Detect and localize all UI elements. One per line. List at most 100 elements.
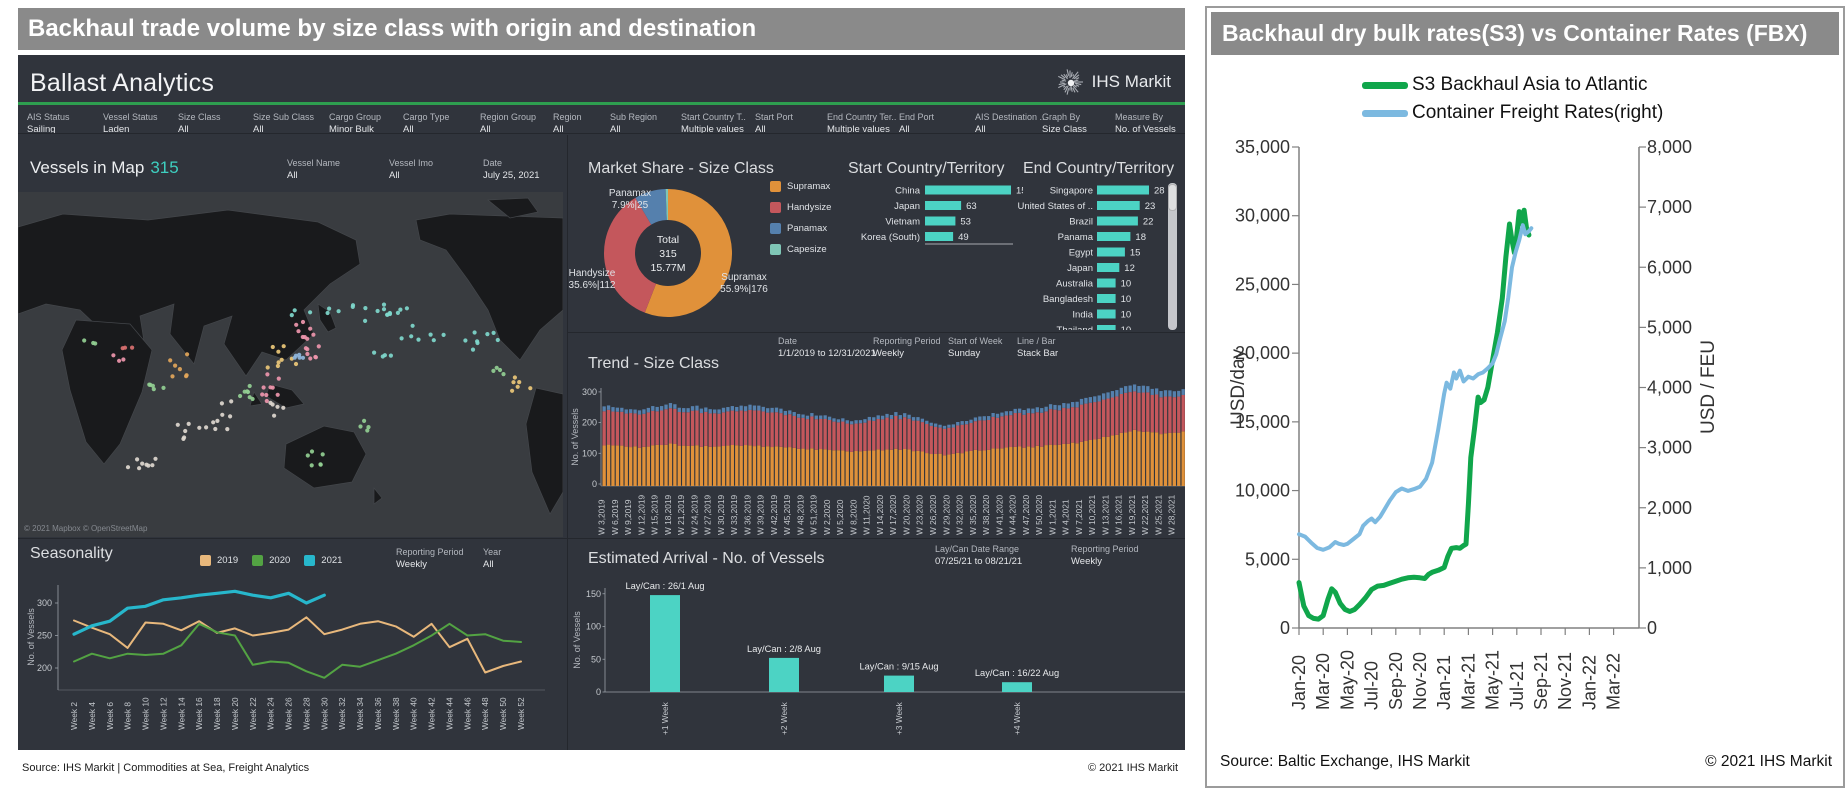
filter-ais-status[interactable]: AIS Status Sailing [27, 112, 70, 135]
param-lay-can-date-range[interactable]: Lay/Can Date Range 07/25/21 to 08/21/21 [935, 544, 1022, 567]
world-map [18, 192, 563, 537]
svg-text:W 16,2021: W 16,2021 [1114, 494, 1124, 535]
filter-vessel-status[interactable]: Vessel Status Laden [103, 112, 158, 135]
svg-text:200: 200 [37, 663, 52, 673]
filter-label: Cargo Type [403, 112, 450, 122]
filter-label: Start Port [755, 112, 794, 122]
filter-measure-by[interactable]: Measure By No. of Vessels [1115, 112, 1176, 135]
param-label: Reporting Period [396, 547, 464, 557]
filter-end-port[interactable]: End Port All [899, 112, 934, 135]
param-value: All [389, 170, 400, 181]
svg-text:Week 12: Week 12 [158, 697, 168, 730]
param-reporting-period[interactable]: Reporting Period Weekly [1071, 544, 1139, 567]
map-attribution: © 2021 Mapbox © OpenStreetMap [24, 524, 148, 533]
filter-label: Start Country T.. [681, 112, 746, 122]
filter-cargo-group[interactable]: Cargo Group Minor Bulk [329, 112, 381, 135]
svg-text:W 39,2019: W 39,2019 [756, 494, 766, 535]
ballast-analytics-panel: Ballast Analytics IHS Markit AIS Status S… [18, 55, 1185, 750]
s3-legend-label: S3 Backhaul Asia to Atlantic [1412, 74, 1648, 95]
svg-text:Korea (South): Korea (South) [861, 232, 920, 243]
legend-label: Handysize [787, 202, 832, 213]
svg-text:Bangladesh: Bangladesh [1043, 294, 1093, 305]
param-label: Vessel Name [287, 158, 341, 168]
filter-value: All [610, 124, 621, 135]
filter-label: Graph By [1042, 112, 1081, 122]
filter-start-port[interactable]: Start Port All [755, 112, 793, 135]
svg-text:No. of Vessels: No. of Vessels [570, 408, 580, 466]
filter-value: Sailing [27, 124, 56, 135]
seasonality-legend-item-2019[interactable]: 2019 [200, 555, 238, 566]
filter-value: All [403, 124, 414, 135]
param-value: 07/25/21 to 08/21/21 [935, 556, 1023, 567]
param-reporting-period[interactable]: Reporting Period Weekly [873, 336, 941, 359]
svg-text:Week 48: Week 48 [480, 697, 490, 730]
param-date[interactable]: Date 1/1/2019 to 12/31/2021 [778, 336, 876, 359]
filter-region-group[interactable]: Region Group All [480, 112, 536, 135]
svg-text:W 6,2019: W 6,2019 [610, 499, 620, 535]
vessels-in-map-label: Vessels in Map [30, 158, 145, 177]
svg-text:W 29,2020: W 29,2020 [941, 494, 951, 535]
svg-text:W 48,2019: W 48,2019 [795, 494, 805, 535]
filter-start-country-t[interactable]: Start Country T.. Multiple values [681, 112, 746, 135]
svg-text:28: 28 [1154, 186, 1165, 197]
svg-text:Jul-21: Jul-21 [1507, 661, 1527, 710]
scrollbar-track[interactable] [1168, 183, 1177, 330]
filter-region[interactable]: Region All [553, 112, 582, 135]
param-start-of-week[interactable]: Start of Week Sunday [948, 336, 1002, 359]
svg-text:Japan: Japan [1067, 263, 1093, 274]
filter-label: Size Class [178, 112, 221, 122]
svg-text:W 42,2019: W 42,2019 [769, 494, 779, 535]
filter-sub-region[interactable]: Sub Region All [610, 112, 657, 135]
svg-text:150: 150 [586, 589, 601, 599]
svg-text:Mar-22: Mar-22 [1604, 653, 1624, 710]
scrollbar-thumb[interactable] [1168, 184, 1177, 211]
svg-text:Australia: Australia [1056, 279, 1094, 290]
param-label: Vessel Imo [389, 158, 434, 168]
svg-text:Week 2: Week 2 [69, 702, 79, 730]
svg-text:USD / FEU: USD / FEU [1698, 340, 1719, 434]
seasonality-legend-item-2020[interactable]: 2020 [252, 555, 290, 566]
filter-ais-destination[interactable]: AIS Destination .. All [975, 112, 1045, 135]
filter-end-country-ter[interactable]: End Country Ter.. Multiple values [827, 112, 896, 135]
filter-graph-by[interactable]: Graph By Size Class [1042, 112, 1087, 135]
svg-text:0: 0 [596, 687, 601, 697]
vessel-map[interactable] [18, 192, 563, 537]
svg-text:Lay/Can : 9/15 Aug: Lay/Can : 9/15 Aug [859, 662, 938, 672]
param-reporting-period[interactable]: Reporting Period Weekly [396, 547, 464, 570]
app-title: Ballast Analytics [30, 69, 215, 97]
svg-text:W 13,2021: W 13,2021 [1100, 494, 1110, 535]
seasonality-legend-item-2021[interactable]: 2021 [304, 555, 342, 566]
param-value: All [483, 559, 494, 570]
svg-text:W 47,2020: W 47,2020 [1021, 494, 1031, 535]
svg-text:W 15,2019: W 15,2019 [650, 494, 660, 535]
filter-label: End Port [899, 112, 935, 122]
filter-size-class[interactable]: Size Class All [178, 112, 221, 135]
svg-text:Week 14: Week 14 [176, 697, 186, 730]
svg-text:United States of ..: United States of .. [1017, 201, 1093, 212]
svg-text:250: 250 [37, 631, 52, 641]
param-line-bar[interactable]: Line / Bar Stack Bar [1017, 336, 1058, 359]
svg-text:6,000: 6,000 [1647, 257, 1692, 277]
svg-text:Japan: Japan [894, 201, 920, 212]
param-vessel-name[interactable]: Vessel Name All [287, 158, 340, 181]
svg-text:Week 20: Week 20 [230, 697, 240, 730]
svg-text:0: 0 [1280, 618, 1290, 638]
filter-value: Multiple values [681, 124, 744, 135]
svg-text:100: 100 [582, 448, 597, 458]
param-date[interactable]: Date July 25, 2021 [483, 158, 540, 181]
param-vessel-imo[interactable]: Vessel Imo All [389, 158, 433, 181]
filter-cargo-type[interactable]: Cargo Type All [403, 112, 449, 135]
svg-text:May-20: May-20 [1337, 650, 1357, 710]
legend-swatch [770, 181, 781, 192]
divider [18, 538, 567, 539]
market-share-legend-item: Supramax [770, 181, 831, 192]
filter-label: Size Sub Class [253, 112, 315, 122]
brand-rule [18, 102, 1185, 105]
svg-text:10: 10 [1121, 310, 1132, 321]
svg-text:W 32,2020: W 32,2020 [955, 494, 965, 535]
filter-size-sub-class[interactable]: Size Sub Class All [253, 112, 314, 135]
svg-text:0: 0 [592, 479, 597, 489]
param-year[interactable]: Year All [483, 547, 501, 570]
brand-text: IHS Markit [1091, 72, 1171, 91]
